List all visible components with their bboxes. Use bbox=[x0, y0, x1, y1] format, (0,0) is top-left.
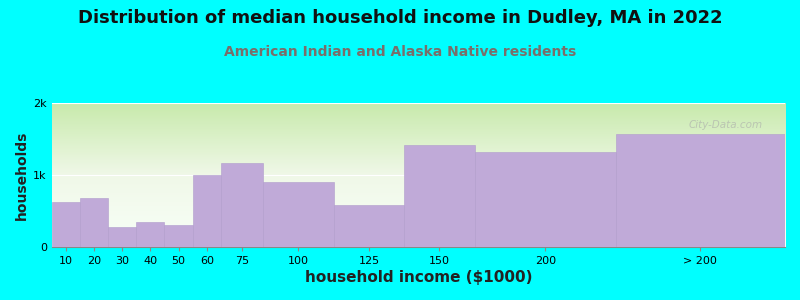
Bar bbox=[165, 224, 193, 247]
X-axis label: household income ($1000): household income ($1000) bbox=[305, 270, 532, 285]
Text: American Indian and Alaska Native residents: American Indian and Alaska Native reside… bbox=[224, 45, 576, 59]
Bar bbox=[221, 163, 263, 247]
Y-axis label: households: households bbox=[15, 130, 29, 220]
Bar bbox=[80, 198, 108, 247]
Bar bbox=[404, 145, 474, 247]
Bar bbox=[193, 175, 221, 247]
Bar bbox=[136, 222, 165, 247]
Bar bbox=[52, 202, 80, 247]
Bar bbox=[334, 205, 404, 247]
Bar bbox=[616, 134, 785, 247]
Bar bbox=[474, 152, 616, 247]
Bar bbox=[263, 182, 334, 247]
Bar bbox=[108, 227, 136, 247]
Text: City-Data.com: City-Data.com bbox=[689, 120, 763, 130]
Text: Distribution of median household income in Dudley, MA in 2022: Distribution of median household income … bbox=[78, 9, 722, 27]
